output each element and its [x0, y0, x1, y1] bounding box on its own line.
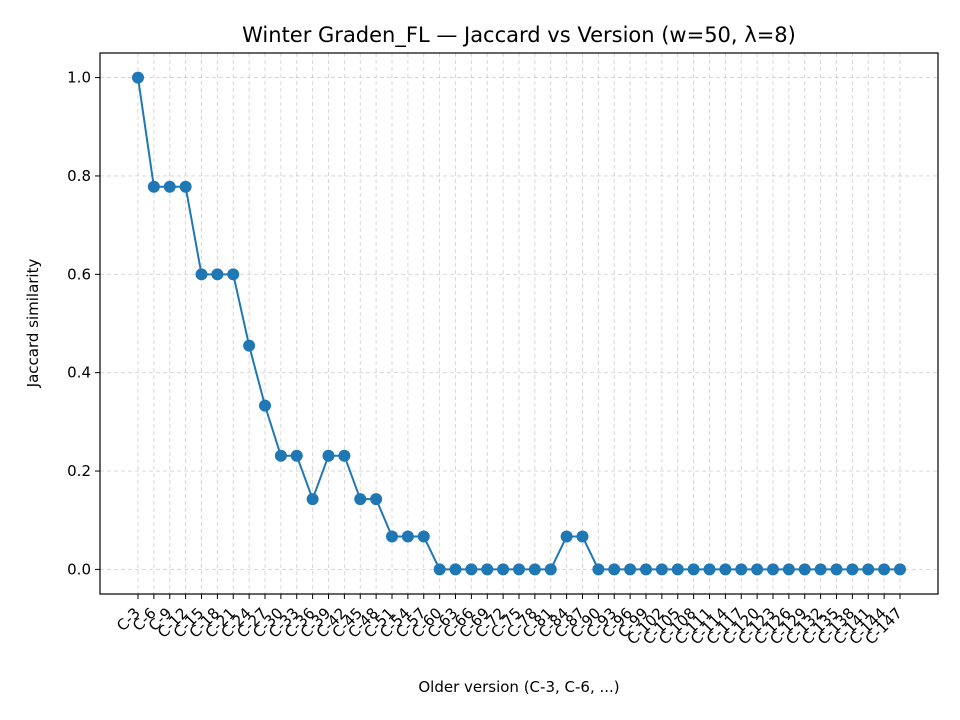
x-axis-ticks: C-3C-6C-9C-12C-15C-18C-21C-24C-27C-30C-3…	[113, 594, 906, 648]
data-point-c-141	[862, 563, 875, 576]
series-line-segment	[295, 454, 314, 501]
data-point-c-63	[449, 563, 462, 576]
data-points	[132, 71, 906, 576]
data-point-c-105	[671, 563, 684, 576]
chart-title: Winter Graden_FL — Jaccard vs Version (w…	[242, 23, 796, 48]
data-point-c-3	[132, 71, 144, 84]
data-point-c-90	[592, 563, 605, 576]
y-tick-label: 0.6	[67, 265, 91, 283]
data-point-c-21	[227, 268, 240, 281]
data-point-c-39	[322, 449, 335, 462]
data-point-c-78	[528, 563, 541, 576]
data-point-c-108	[687, 563, 700, 576]
data-point-c-27	[259, 399, 271, 412]
data-point-c-87	[576, 530, 589, 543]
y-tick-label: 1.0	[67, 69, 91, 87]
x-axis-label: Older version (C-3, C-6, ...)	[418, 678, 619, 696]
data-point-c-114	[719, 563, 732, 576]
data-point-c-123	[767, 563, 779, 576]
data-point-c-99	[640, 563, 652, 576]
data-point-c-135	[830, 563, 843, 576]
data-point-c-93	[608, 563, 621, 576]
data-point-c-66	[465, 563, 478, 576]
y-tick-label: 0.2	[67, 462, 91, 480]
series-line-segment	[248, 344, 266, 407]
data-point-c-117	[735, 563, 748, 576]
series-line-segment	[549, 535, 568, 571]
data-point-c-48	[370, 493, 383, 506]
data-point-c-24	[243, 339, 256, 352]
data-point-c-144	[878, 563, 891, 576]
data-point-c-15	[195, 268, 208, 281]
grid	[100, 53, 938, 594]
series-line-segment	[343, 454, 362, 501]
series-line-segment	[422, 535, 441, 571]
data-point-c-57	[417, 530, 430, 543]
data-point-c-75	[513, 563, 525, 576]
y-axis-label: Jaccard similarity	[24, 259, 42, 389]
data-point-c-147	[894, 563, 906, 576]
data-point-c-120	[751, 563, 764, 576]
data-point-c-45	[354, 493, 367, 506]
series-line-segment	[375, 498, 393, 538]
data-point-c-126	[782, 563, 795, 576]
y-tick-label: 0.4	[67, 364, 91, 382]
data-point-c-72	[497, 563, 510, 576]
data-point-c-69	[481, 563, 494, 576]
data-point-c-60	[433, 563, 446, 576]
data-point-c-96	[624, 563, 637, 576]
series-line-segment	[581, 535, 600, 571]
data-point-c-36	[306, 493, 319, 506]
y-axis-ticks: 0.0 0.2 0.4 0.6 0.8 1.0	[67, 69, 100, 578]
data-point-c-84	[560, 530, 573, 543]
series-line-segment	[184, 185, 203, 276]
y-tick-label: 0.0	[67, 560, 91, 578]
data-point-c-81	[544, 563, 557, 576]
y-tick-label: 0.8	[67, 167, 91, 185]
data-point-c-6	[147, 180, 160, 193]
data-point-c-12	[179, 180, 192, 193]
data-point-c-132	[814, 563, 827, 576]
data-point-c-33	[290, 449, 303, 462]
data-point-c-42	[338, 449, 351, 462]
data-point-c-138	[846, 563, 859, 576]
series-line-segment	[311, 454, 330, 501]
series-line-segment	[264, 404, 282, 457]
data-point-c-54	[401, 530, 414, 543]
data-point-c-102	[655, 563, 668, 576]
data-point-c-9	[163, 180, 176, 193]
data-point-c-30	[274, 449, 287, 462]
data-point-c-111	[703, 563, 716, 576]
data-point-c-129	[798, 563, 811, 576]
series-line-segment	[232, 273, 251, 347]
data-point-c-51	[386, 530, 398, 543]
data-point-c-18	[211, 268, 224, 281]
series-line-segment	[137, 76, 155, 188]
plot-frame	[99, 52, 939, 595]
